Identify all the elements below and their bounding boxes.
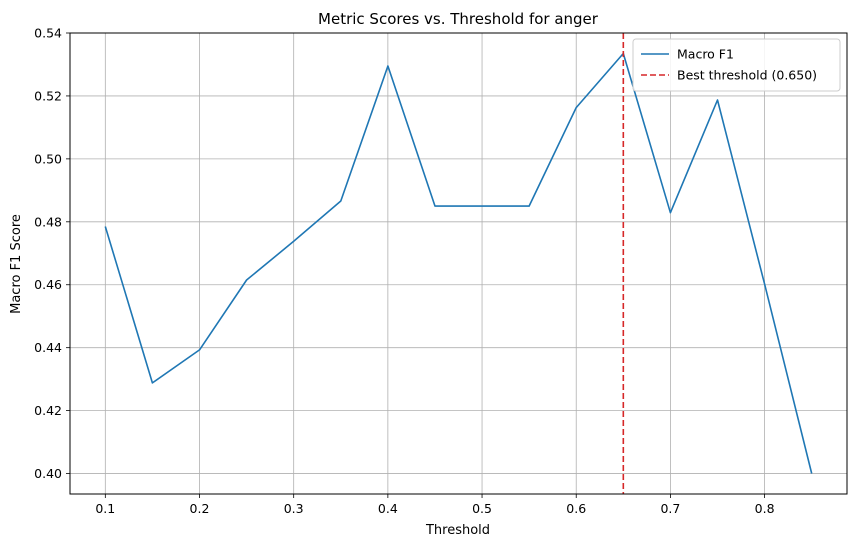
y-axis-ticks: 0.40 0.42 0.44 0.46 0.48 0.50 0.52 0.54	[34, 26, 70, 481]
x-tick-label: 0.1	[95, 501, 115, 516]
y-tick-label: 0.46	[34, 277, 62, 292]
x-tick-label: 0.3	[284, 501, 304, 516]
x-tick-label: 0.8	[755, 501, 775, 516]
x-axis-label: Threshold	[425, 523, 490, 538]
legend-box	[632, 38, 841, 92]
grid-lines	[70, 32, 847, 494]
series-line-macro-f1	[104, 52, 813, 474]
y-tick-label: 0.44	[34, 340, 62, 355]
plot-frame	[69, 32, 848, 495]
legend: Macro F1 Best threshold (0.650)	[632, 38, 841, 92]
x-tick-label: 0.5	[472, 501, 492, 516]
y-tick-label: 0.50	[34, 151, 62, 166]
y-tick-label: 0.42	[34, 403, 62, 418]
y-tick-label: 0.52	[34, 88, 62, 103]
x-tick-label: 0.7	[660, 501, 680, 516]
x-tick-label: 0.6	[566, 501, 586, 516]
x-tick-label: 0.2	[190, 501, 210, 516]
y-tick-label: 0.40	[34, 466, 62, 481]
y-tick-label: 0.48	[34, 214, 62, 229]
y-tick-label: 0.54	[34, 26, 62, 41]
chart-title: Metric Scores vs. Threshold for anger	[318, 10, 599, 28]
x-tick-label: 0.4	[378, 501, 398, 516]
plot-lines	[104, 33, 813, 494]
legend-label: Best threshold (0.650)	[677, 68, 817, 83]
x-axis-ticks: 0.1 0.2 0.3 0.4 0.5 0.6 0.7 0.8	[95, 494, 775, 516]
y-axis-label: Macro F1 Score	[9, 214, 24, 314]
legend-label: Macro F1	[677, 47, 734, 62]
